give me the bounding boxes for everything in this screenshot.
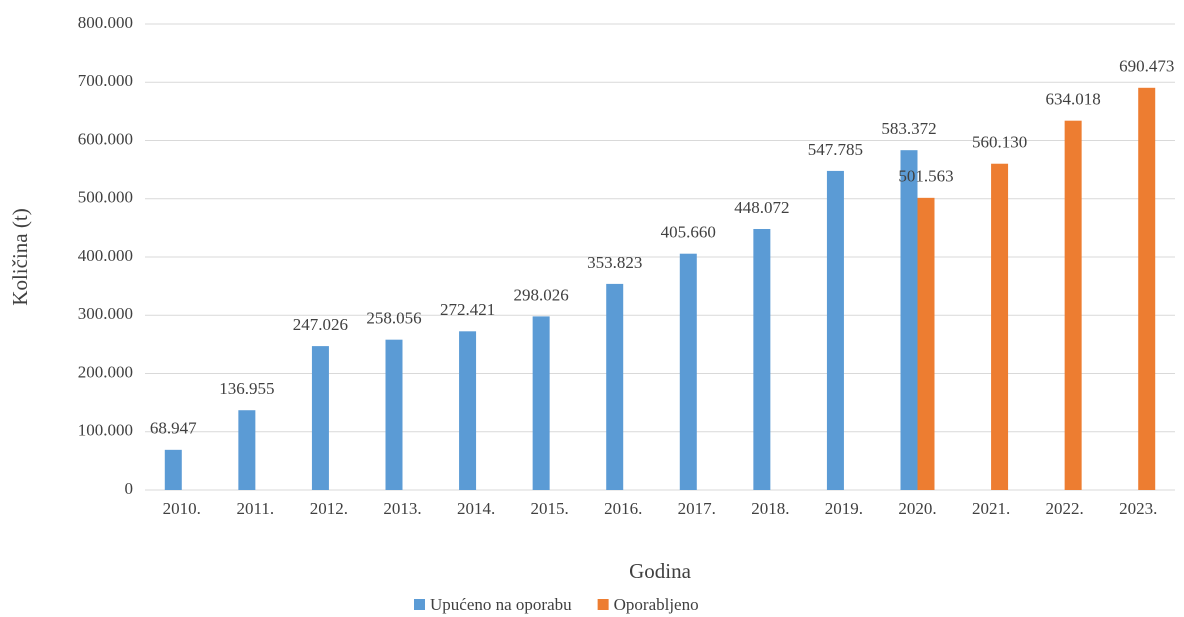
bar (917, 197, 935, 491)
x-tick-label: 2014. (457, 499, 495, 518)
data-label: 547.785 (808, 140, 863, 159)
y-axis-title: Količina (t) (8, 208, 32, 305)
data-label: 136.955 (219, 379, 274, 398)
y-tick-label: 100.000 (78, 421, 133, 440)
x-tick-label: 2020. (898, 499, 936, 518)
data-label: 353.823 (587, 253, 642, 272)
data-label: 501.563 (898, 167, 953, 186)
data-label: 634.018 (1046, 90, 1101, 109)
legend-label: Oporabljeno (614, 595, 699, 614)
x-tick-label: 2015. (531, 499, 569, 518)
x-axis-title: Godina (629, 559, 692, 583)
y-tick-label: 200.000 (78, 362, 133, 381)
y-tick-label: 300.000 (78, 304, 133, 323)
y-tick-label: 600.000 (78, 129, 133, 148)
bar (679, 253, 697, 490)
x-tick-label: 2011. (237, 499, 275, 518)
bar (459, 331, 477, 490)
x-tick-label: 2019. (825, 499, 863, 518)
bar (826, 170, 844, 491)
y-tick-label: 800.000 (78, 13, 133, 32)
bar (606, 283, 624, 490)
data-label: 690.473 (1119, 57, 1174, 76)
x-tick-label: 2012. (310, 499, 348, 518)
bar (1138, 87, 1156, 491)
bar (900, 150, 918, 491)
bar (385, 339, 403, 490)
data-label: 258.056 (366, 309, 421, 328)
x-tick-label: 2010. (163, 499, 201, 518)
legend-label: Upućeno na oporabu (430, 595, 572, 614)
x-tick-label: 2013. (383, 499, 421, 518)
data-label: 560.130 (972, 133, 1027, 152)
bar (311, 346, 329, 490)
x-tick-label: 2016. (604, 499, 642, 518)
y-tick-label: 400.000 (78, 246, 133, 265)
x-tick-label: 2021. (972, 499, 1010, 518)
bar (164, 449, 182, 490)
data-label: 448.072 (734, 198, 789, 217)
data-label: 272.421 (440, 300, 495, 319)
x-tick-label: 2018. (751, 499, 789, 518)
y-tick-label: 700.000 (78, 71, 133, 90)
data-label: 583.372 (881, 119, 936, 138)
bar (1064, 120, 1082, 491)
y-tick-label: 0 (125, 479, 134, 498)
y-tick-label: 500.000 (78, 188, 133, 207)
data-label: 405.660 (661, 223, 716, 242)
x-tick-label: 2017. (678, 499, 716, 518)
legend-swatch (597, 599, 609, 610)
data-label: 247.026 (293, 315, 348, 334)
x-tick-label: 2022. (1046, 499, 1084, 518)
x-tick-label: 2023. (1119, 499, 1157, 518)
bar (753, 228, 771, 491)
bar (238, 410, 256, 490)
data-label: 298.026 (514, 285, 569, 304)
bar (532, 316, 550, 490)
data-label: 68.947 (150, 419, 197, 438)
legend-swatch (414, 599, 425, 610)
bar (991, 163, 1009, 490)
